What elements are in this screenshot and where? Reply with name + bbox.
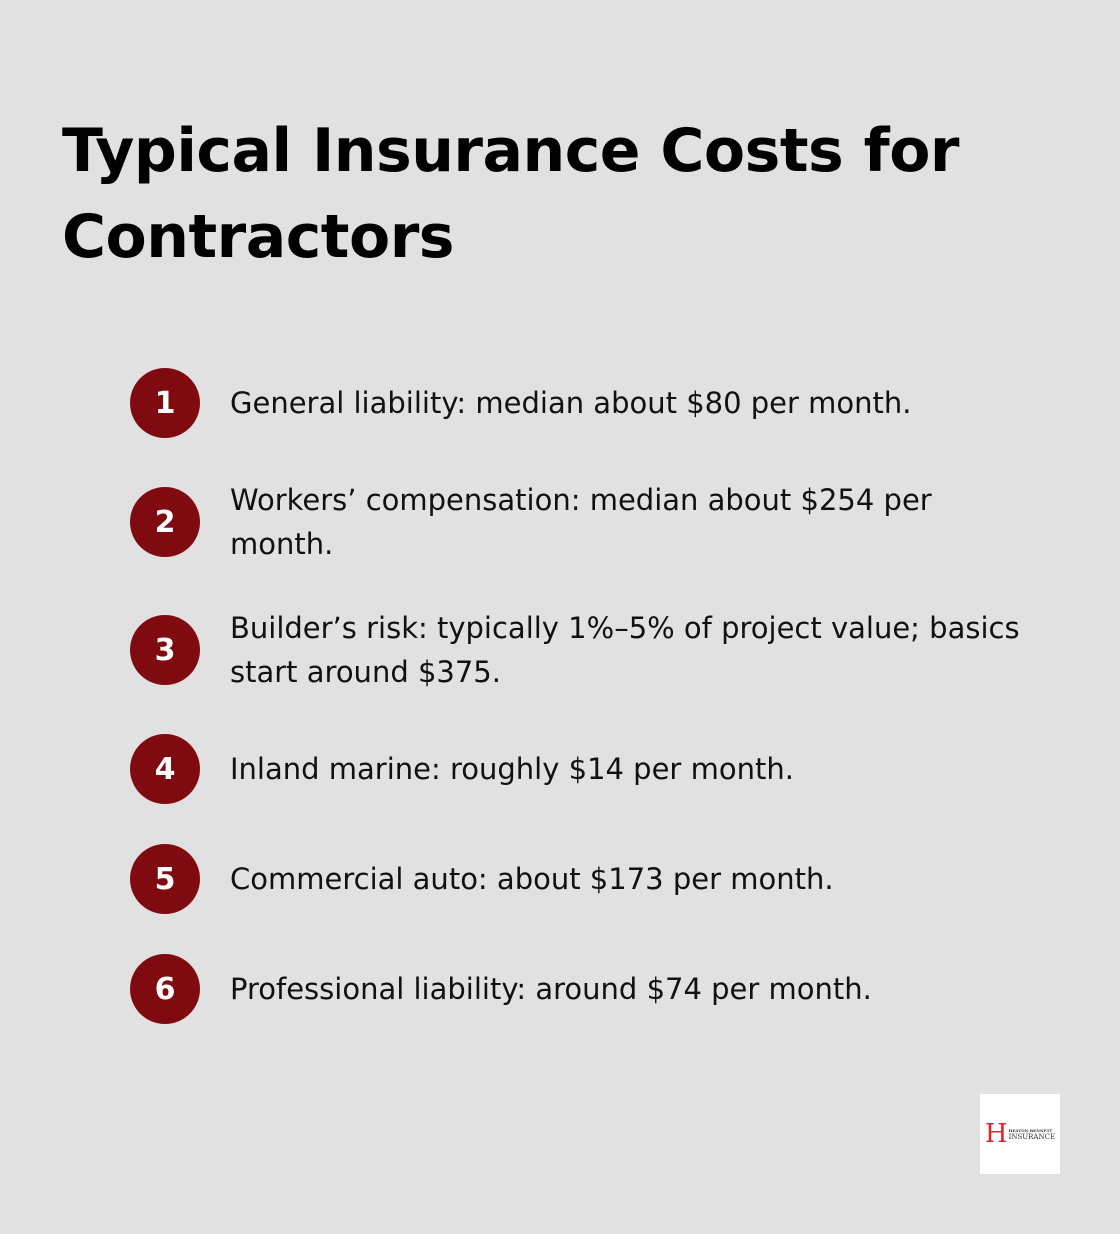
list-item: 1 General liability: median about $80 per… xyxy=(130,368,1030,438)
number-badge: 2 xyxy=(130,487,200,557)
list-item: 5 Commercial auto: about $173 per month. xyxy=(130,844,1030,914)
page-title: Typical Insurance Costs for Contractors xyxy=(62,116,960,272)
item-text: Inland marine: roughly $14 per month. xyxy=(230,752,794,786)
number-badge: 3 xyxy=(130,615,200,685)
item-text: Builder’s risk: typically 1%–5% of proje… xyxy=(230,611,1020,689)
number-badge: 6 xyxy=(130,954,200,1024)
logo-line1: HEATON BENNETT xyxy=(1008,1127,1053,1133)
logo-line2: INSURANCE xyxy=(1008,1132,1056,1141)
list-item: 3 Builder’s risk: typically 1%–5% of proj… xyxy=(130,606,1030,694)
number-badge: 1 xyxy=(130,368,200,438)
item-text: Professional liability: around $74 per m… xyxy=(230,972,872,1006)
company-logo: H HEATON BENNETT INSURANCE xyxy=(980,1094,1060,1174)
logo-letter: H xyxy=(984,1119,1008,1149)
item-text: Workers’ compensation: median about $254… xyxy=(230,483,932,561)
item-text: Commercial auto: about $173 per month. xyxy=(230,862,834,896)
list-item: 6 Professional liability: around $74 per … xyxy=(130,954,1030,1024)
item-text: General liability: median about $80 per … xyxy=(230,386,912,420)
list-item: 2 Workers’ compensation: median about $25… xyxy=(130,478,1030,566)
number-badge: 5 xyxy=(130,844,200,914)
list-item: 4 Inland marine: roughly $14 per month. xyxy=(130,734,1030,804)
number-badge: 4 xyxy=(130,734,200,804)
